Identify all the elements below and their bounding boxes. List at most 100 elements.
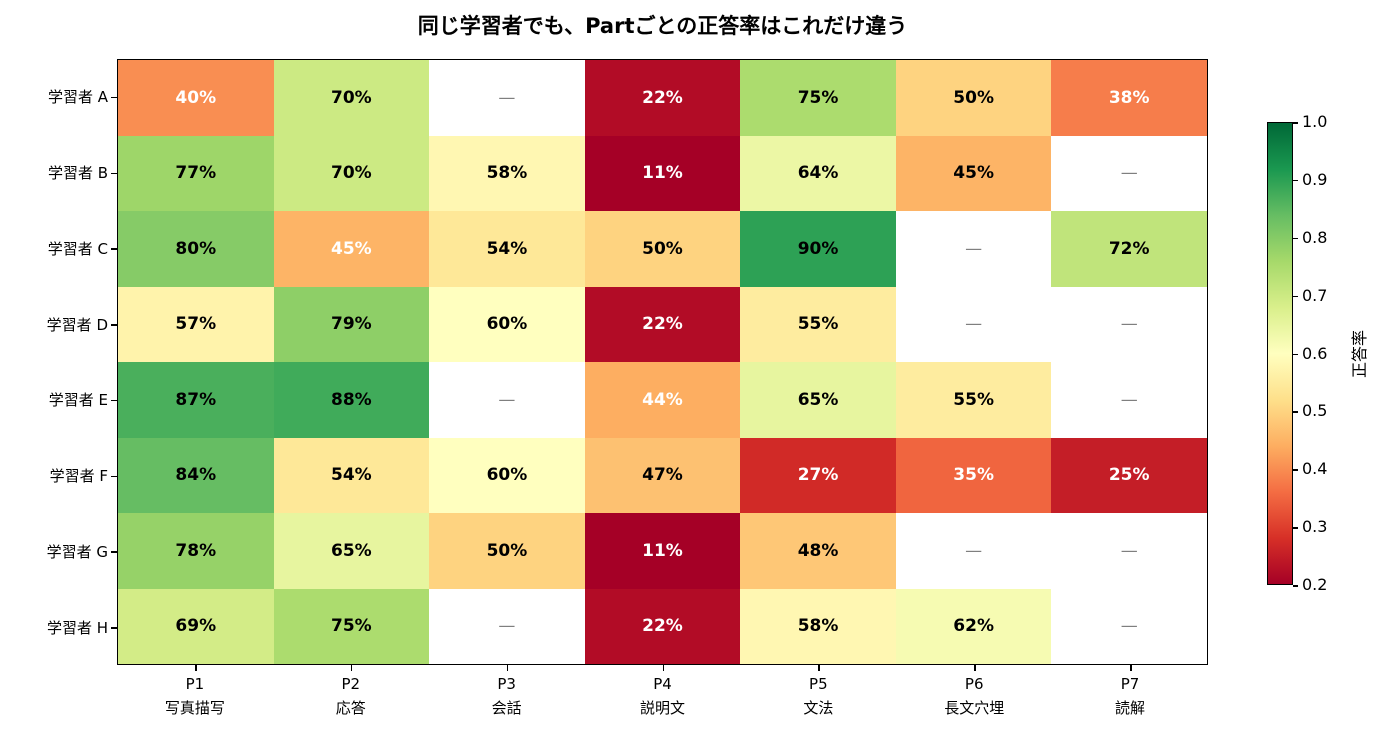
column-label: P6 長文穴埋 [896, 672, 1052, 720]
heatmap-cell: 45% [895, 135, 1052, 211]
row-label: 学習者 H [46, 618, 108, 637]
column-part-label: P4 [653, 675, 672, 693]
heatmap-cell: — [1051, 286, 1207, 362]
heatmap-cell: 84% [118, 437, 274, 513]
column-label: P2 応答 [273, 672, 429, 720]
y-tick-mark [111, 551, 117, 553]
heatmap-cell: 60% [429, 286, 585, 362]
heatmap-cell: 72% [1051, 211, 1207, 287]
colorbar-tick-mark [1293, 353, 1298, 355]
column-label: P4 説明文 [585, 672, 741, 720]
column-name-label: 長文穴埋 [944, 699, 1005, 717]
heatmap-cell: 62% [895, 588, 1052, 664]
column-name-label: 文法 [803, 699, 834, 717]
heatmap-cell: 65% [273, 513, 430, 589]
column-name-label: 写真描写 [164, 699, 225, 717]
heatmap-grid: 40% 70% —22% 75% 50% 38% 77% 70% 58% 11% 64% 45% —80… [117, 59, 1208, 665]
heatmap-cell: — [1051, 513, 1207, 589]
heatmap-cell: 48% [740, 513, 896, 589]
heatmap-cell: — [1051, 362, 1207, 438]
colorbar [1267, 122, 1293, 585]
heatmap-cell: 75% [273, 588, 430, 664]
x-tick-mark [662, 665, 665, 671]
colorbar-tick-mark [1293, 411, 1298, 413]
heatmap-cell: 35% [895, 437, 1052, 513]
colorbar-tick-mark [1293, 237, 1298, 240]
heatmap-cell: 45% [273, 211, 430, 287]
y-tick-mark [111, 475, 117, 478]
x-tick-mark [506, 665, 509, 671]
heatmap-cell: 90% [740, 211, 896, 287]
heatmap-cell: 88% [273, 362, 430, 438]
colorbar-axis-label: 正答率 [1350, 330, 1369, 379]
colorbar-tick-label: 0.7 [1302, 285, 1328, 305]
column-part-label: P3 [497, 675, 516, 693]
heatmap-cell: 79% [273, 286, 430, 362]
heatmap-cell: 65% [740, 362, 896, 438]
colorbar-tick-label: 0.4 [1302, 459, 1328, 479]
colorbar-tick-label: 0.5 [1302, 401, 1328, 421]
colorbar-tick-label: 0.3 [1302, 517, 1328, 537]
heatmap-cell: 22% [584, 286, 741, 362]
heatmap-cell: 77% [118, 135, 274, 211]
heatmap-cell: 47% [584, 437, 741, 513]
y-tick-mark [111, 324, 117, 326]
heatmap-cell: 50% [429, 513, 585, 589]
y-tick-mark [111, 96, 117, 99]
colorbar-tick-mark [1293, 527, 1298, 529]
column-part-label: P1 [185, 675, 205, 693]
x-tick-mark [818, 665, 820, 671]
heatmap-cell: 50% [895, 60, 1052, 136]
y-tick-mark [111, 399, 117, 402]
heatmap-cell: 70% [273, 135, 430, 211]
heatmap-cell: 22% [584, 60, 741, 136]
heatmap-cell: 25% [1051, 437, 1207, 513]
heatmap-cell: — [895, 211, 1052, 287]
heatmap-cell: — [1051, 588, 1207, 664]
colorbar-tick-label: 0.9 [1302, 169, 1328, 189]
column-part-label: P7 [1120, 675, 1140, 693]
chart-title: 同じ学習者でも、Partごとの正答率はこれだけ違う [417, 14, 908, 38]
heatmap-cell: 54% [273, 437, 430, 513]
colorbar-tick-mark [1293, 469, 1298, 471]
heatmap-cell: 55% [895, 362, 1052, 438]
row-label: 学習者 C [47, 239, 108, 258]
heatmap-cell: 54% [429, 211, 585, 287]
x-tick-mark [350, 665, 353, 671]
colorbar-tick-label: 0.2 [1302, 575, 1328, 594]
colorbar-tick-label: 0.6 [1302, 343, 1328, 363]
column-label: P1 写真描写 [117, 672, 273, 720]
column-part-label: P2 [341, 675, 361, 693]
row-label: 学習者 E [48, 391, 108, 410]
row-label: 学習者 B [47, 164, 108, 183]
y-axis-labels: 学習者 A 学習者 B 学習者 C 学習者 D 学習者 E 学習者 F 学習者 G 学習者 H [0, 59, 108, 665]
colorbar-tick-mark [1293, 122, 1298, 124]
heatmap-cell: 55% [740, 286, 896, 362]
colorbar-tick-mark [1293, 295, 1298, 298]
heatmap-cell: — [429, 588, 585, 664]
heatmap-cell: 58% [740, 588, 896, 664]
colorbar-tick-mark [1293, 585, 1298, 587]
column-name-label: 説明文 [639, 699, 685, 717]
colorbar-tick-label: 1.0 [1302, 112, 1328, 131]
heatmap-cell: — [429, 362, 585, 438]
column-label: P5 文法 [740, 672, 896, 720]
heatmap-cell: 27% [740, 437, 896, 513]
column-name-label: 応答 [335, 699, 366, 717]
colorbar-tick-label: 0.8 [1302, 227, 1328, 247]
row-label: 学習者 A [47, 88, 108, 107]
row-label: 学習者 G [46, 542, 108, 561]
column-name-label: 会話 [491, 699, 522, 717]
heatmap-cell: 50% [584, 211, 741, 287]
heatmap-cell: 64% [740, 135, 896, 211]
heatmap-cell: 11% [584, 513, 741, 589]
row-label: 学習者 D [46, 315, 108, 334]
heatmap-cell: 22% [584, 588, 741, 664]
heatmap-cell: 11% [584, 135, 741, 211]
heatmap-cell: — [895, 513, 1052, 589]
heatmap-cell: 75% [740, 60, 896, 136]
heatmap-cell: 58% [429, 135, 585, 211]
column-part-label: P6 [964, 675, 984, 693]
heatmap-cell: 87% [118, 362, 274, 438]
